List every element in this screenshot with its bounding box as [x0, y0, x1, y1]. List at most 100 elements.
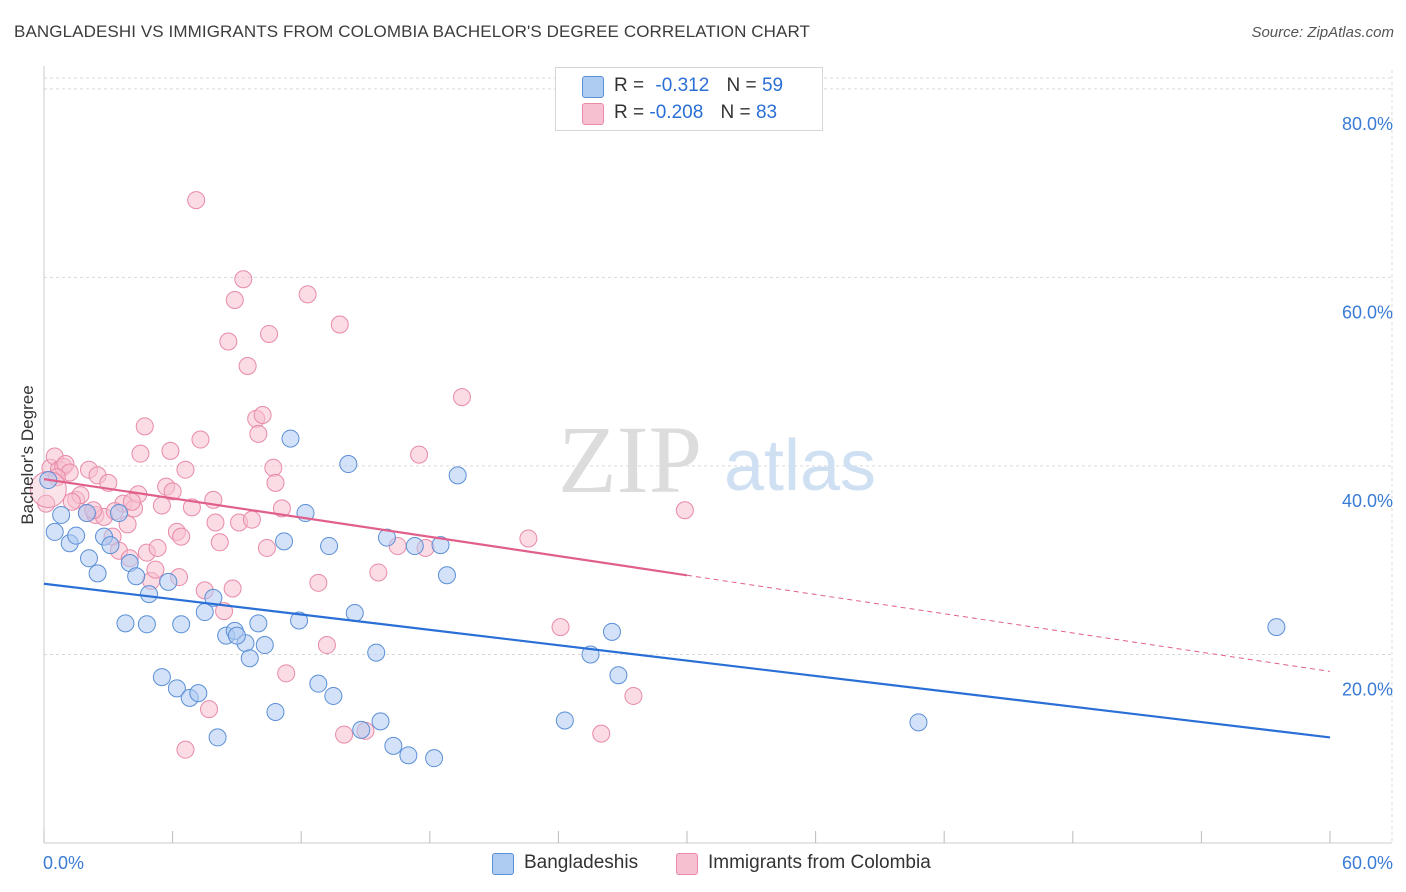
- point-bangladeshi: [290, 611, 309, 630]
- source-label: Source: ZipAtlas.com: [1251, 24, 1394, 41]
- point-bangladeshi: [67, 526, 86, 545]
- series-bangladeshis: [39, 429, 1286, 768]
- gridlines: [44, 70, 1393, 843]
- point-colombia: [187, 191, 206, 210]
- point-bangladeshi: [281, 429, 300, 448]
- point-bangladeshi: [909, 713, 928, 732]
- point-bangladeshi: [555, 711, 574, 730]
- point-colombia: [148, 538, 167, 557]
- point-bangladeshi: [240, 649, 259, 668]
- point-bangladeshi: [152, 668, 171, 687]
- point-colombia: [249, 424, 268, 443]
- point-bangladeshi: [140, 585, 159, 604]
- bottom-legend-swatch-blue: [492, 853, 514, 875]
- legend-r-value: -0.312: [655, 75, 710, 96]
- point-bangladeshi: [227, 626, 246, 645]
- point-bangladeshi: [1267, 618, 1286, 637]
- point-bangladeshi: [101, 536, 120, 555]
- legend-r-label: R =: [614, 75, 645, 96]
- point-colombia: [146, 560, 165, 579]
- point-colombia: [272, 499, 291, 518]
- point-colombia: [317, 636, 336, 655]
- tick-labels: 20.0% 40.0% 60.0% 80.0% 0.0% 60.0%: [43, 114, 1393, 873]
- point-bangladeshi: [320, 537, 339, 556]
- point-bangladeshi: [110, 504, 129, 523]
- point-bangladeshi: [80, 549, 99, 568]
- point-colombia: [298, 285, 317, 304]
- legend-n-label: N =: [720, 102, 751, 123]
- point-bangladeshi: [167, 679, 186, 698]
- legend-swatch-pink: [582, 103, 604, 125]
- trend-line-colombia: [43, 478, 688, 577]
- point-bangladeshi: [405, 537, 424, 556]
- point-colombia: [131, 444, 150, 463]
- point-bangladeshi: [384, 736, 403, 755]
- point-colombia: [452, 388, 471, 407]
- point-bangladeshi: [204, 588, 223, 607]
- point-bangladeshi: [137, 615, 156, 634]
- point-colombia: [330, 315, 349, 334]
- point-bangladeshi: [425, 749, 444, 768]
- legend-box: R = -0.312 N = 59 R = -0.208 N = 83: [555, 67, 823, 131]
- axes: [43, 66, 1392, 844]
- watermark-zip: ZIP: [558, 406, 702, 513]
- point-colombia: [369, 563, 388, 582]
- point-colombia: [410, 445, 429, 464]
- point-bangladeshi: [377, 528, 396, 547]
- point-bangladeshi: [45, 522, 64, 541]
- point-bangladeshi: [52, 505, 71, 524]
- trend-lines: [43, 478, 1331, 739]
- point-colombia: [210, 533, 229, 552]
- point-colombia: [152, 496, 171, 515]
- point-colombia: [206, 513, 225, 532]
- point-bangladeshi: [275, 532, 294, 551]
- point-colombia: [225, 291, 244, 310]
- point-bangladeshi: [266, 702, 285, 721]
- point-colombia: [176, 460, 195, 479]
- point-colombia: [176, 740, 195, 759]
- point-colombia: [223, 579, 242, 598]
- y-tick-label: 20.0%: [1342, 679, 1393, 699]
- point-bangladeshi: [602, 622, 621, 641]
- point-bangladeshi: [116, 614, 135, 633]
- point-bangladeshi: [159, 572, 178, 591]
- legend-n-value: 83: [755, 102, 778, 123]
- point-bangladeshi: [189, 684, 208, 703]
- y-tick-label: 80.0%: [1342, 114, 1393, 134]
- point-bangladeshi: [255, 636, 274, 655]
- point-colombia: [266, 473, 285, 492]
- point-colombia: [260, 324, 279, 343]
- point-bangladeshi: [431, 536, 450, 555]
- bottom-legend-label: Immigrants from Colombia: [708, 852, 931, 873]
- point-bangladeshi: [448, 466, 467, 485]
- point-colombia: [62, 492, 81, 511]
- point-bangladeshi: [127, 567, 146, 586]
- point-bangladeshi: [352, 720, 371, 739]
- point-colombia: [200, 700, 219, 719]
- chart-title: BANGLADESHI VS IMMIGRANTS FROM COLOMBIA …: [14, 22, 811, 41]
- y-axis-label-text: Bachelor's Degree: [18, 385, 37, 525]
- point-colombia: [264, 458, 283, 477]
- point-colombia: [277, 664, 296, 683]
- point-bangladeshi: [339, 455, 358, 474]
- point-colombia: [219, 332, 238, 351]
- bottom-legend-swatch-pink: [676, 853, 698, 875]
- point-colombia: [624, 686, 643, 705]
- point-bangladeshi: [345, 603, 364, 622]
- point-colombia: [242, 510, 261, 529]
- point-colombia: [257, 538, 276, 557]
- point-bangladeshi: [324, 686, 343, 705]
- point-bangladeshi: [88, 564, 107, 583]
- watermark: ZIP atlas: [558, 406, 876, 513]
- y-tick-label: 40.0%: [1342, 491, 1393, 511]
- point-colombia: [675, 501, 694, 520]
- trend-line-bangladeshis: [43, 582, 1331, 739]
- bottom-legend-label: Bangladeshis: [524, 852, 639, 873]
- point-bangladeshi: [77, 504, 96, 523]
- point-bangladeshi: [172, 615, 191, 634]
- point-bangladeshi: [309, 674, 328, 693]
- point-colombia: [234, 270, 253, 289]
- legend-swatch-blue: [582, 76, 604, 98]
- point-colombia: [253, 406, 272, 425]
